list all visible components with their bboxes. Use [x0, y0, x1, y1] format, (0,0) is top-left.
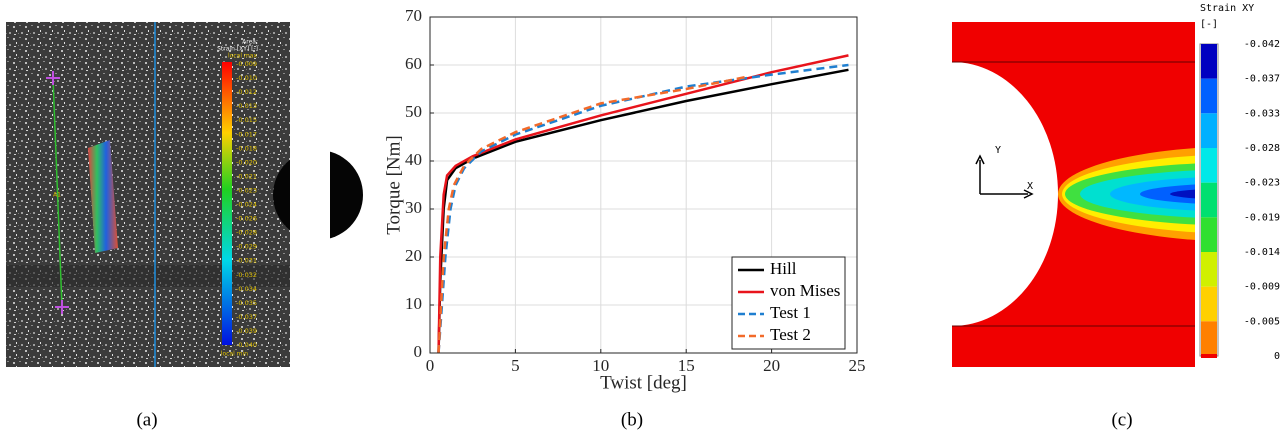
colorbar-cell	[1201, 217, 1217, 252]
panel-caption: (b)	[621, 409, 643, 430]
colorbar-label: -0.028	[236, 229, 257, 237]
plot-frame	[429, 16, 858, 354]
legend-label: -0.009	[1244, 282, 1280, 293]
y-axis-label: Torque [Nm]	[383, 135, 404, 234]
y-tick-label: 50	[405, 102, 422, 121]
colorbar-label: -0.009	[236, 60, 257, 68]
legend-label: -0.033	[1244, 108, 1280, 119]
legend-label: Test 2	[770, 325, 811, 344]
x-tick-label: 10	[592, 356, 609, 375]
colorbar-label: -0.018	[236, 144, 257, 152]
x-tick-label: 5	[511, 356, 520, 375]
legend-label: Test 1	[770, 303, 811, 322]
colorbar-label: -0.032	[236, 271, 257, 279]
y-tick-label: 20	[405, 246, 422, 265]
legend-label: -0.042	[1244, 39, 1280, 50]
legend-label: -0.014	[1244, 247, 1280, 258]
colorbar-label: -0.015	[236, 116, 257, 124]
colorbar-label: -0.034	[236, 285, 257, 293]
x-tick-label: 25	[849, 356, 866, 375]
panel-caption: (a)	[136, 409, 157, 430]
colorbar-label: -0.012	[236, 88, 257, 96]
series-line	[437, 54, 849, 354]
mask	[290, 22, 330, 367]
x-axis-label: Twist [deg]	[600, 372, 687, 393]
colorbar-cell	[1201, 321, 1217, 356]
legend-label: -0.019	[1244, 212, 1280, 223]
colorbar-title: Area:	[242, 39, 258, 46]
legend-label: von Mises	[770, 281, 840, 300]
colorbar-label: -0.021	[236, 172, 257, 180]
colorbar-cell	[1201, 148, 1217, 183]
green-line	[52, 77, 63, 308]
colorbar-label: -0.037	[236, 313, 257, 321]
top-label: local max	[228, 53, 257, 60]
colorbar-label: -0.040	[236, 341, 257, 349]
y-tick-label: 40	[405, 150, 422, 169]
colorbar-cell	[1201, 252, 1217, 287]
strain-strip	[88, 140, 118, 253]
colorbar-label: -0.039	[236, 327, 257, 335]
colorbar-label: -0.013	[236, 102, 257, 110]
colorbar-label: -0.035	[236, 299, 257, 307]
panel-caption: (c)	[1111, 409, 1132, 430]
y-tick-label: 70	[405, 6, 422, 25]
legend-label: -0.037	[1244, 74, 1280, 85]
legend-title: Strain XY	[1200, 3, 1254, 14]
legend-label: 0	[1274, 351, 1280, 362]
colorbar-label: -0.023	[236, 186, 257, 194]
colorbar-label: -0.029	[236, 243, 257, 251]
colorbar-cell	[1201, 113, 1217, 148]
colorbar-cell	[1201, 354, 1217, 358]
colorbar-cell	[1201, 286, 1217, 322]
bottom-label: local min	[221, 351, 248, 358]
y-tick-label: 30	[405, 198, 422, 217]
crosshair	[46, 71, 69, 314]
x-tick-label: 15	[678, 356, 695, 375]
x-tick-label: 20	[763, 356, 780, 375]
colorbar-cell	[1201, 78, 1217, 114]
y-tick-label: 10	[405, 294, 422, 313]
colorbar-label: -0.010	[236, 74, 257, 82]
panel-b: 0 5 10 15 20 25 0 10 20 30 40 50 60 70 Twist [deg] Torq…	[383, 6, 865, 393]
legend-label: -0.028	[1244, 143, 1280, 154]
panel-a: Area:Strain [XY] [-]local max local min -0…	[6, 22, 363, 367]
colorbar-label: -0.031	[236, 257, 257, 265]
y-tick-label: 0	[414, 342, 423, 361]
contour	[1140, 184, 1195, 204]
legend-label: Hill	[770, 259, 797, 278]
legend-unit: [-]	[1200, 19, 1218, 30]
colorbar-cell	[1201, 182, 1217, 218]
axis-y-label: Y	[995, 145, 1001, 156]
colorbar-label: -0.017	[236, 130, 257, 138]
series-line	[437, 75, 747, 354]
y-tick-label: 60	[405, 54, 422, 73]
colorbar-cell	[1201, 44, 1217, 79]
legend-label: -0.023	[1244, 178, 1280, 189]
axis-x-label: X	[1027, 181, 1033, 192]
colorbar	[222, 62, 232, 345]
shadow-band	[6, 265, 290, 287]
panel-c: Strain XY [-] -0.042 -0.037 -0.033 -0.028 -0.0…	[952, 3, 1280, 367]
line-label: A1	[53, 192, 61, 199]
axes-triad	[975, 154, 1034, 199]
colorbar-title: Strain [XY] [-]	[217, 46, 258, 53]
legend-box	[731, 256, 846, 350]
colorbar-label: -0.024	[236, 201, 257, 209]
contour	[1170, 189, 1195, 199]
legend-label: -0.005	[1244, 316, 1280, 327]
colorbar-label: -0.026	[236, 215, 257, 223]
x-tick-label: 0	[426, 356, 435, 375]
colorbar-label: -0.020	[236, 158, 257, 166]
